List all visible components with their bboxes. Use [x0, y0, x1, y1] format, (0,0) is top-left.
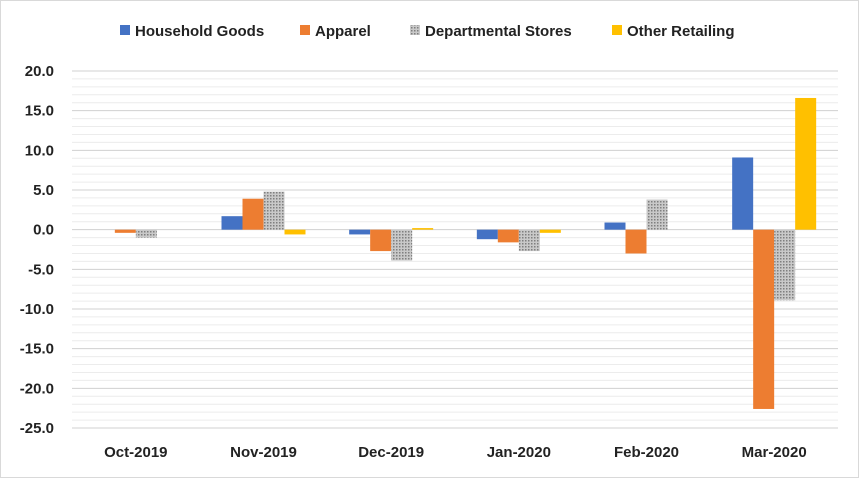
bar-household-goods-feb-2020 — [604, 222, 626, 230]
x-tick-label: Nov-2019 — [230, 444, 297, 461]
y-tick-label: 0.0 — [33, 222, 54, 239]
x-tick-label: Feb-2020 — [614, 444, 679, 461]
bar-apparel-feb-2020 — [625, 229, 647, 254]
gridlines — [72, 70, 838, 429]
y-tick-label: 5.0 — [33, 182, 54, 199]
y-tick-label: 20.0 — [25, 63, 54, 80]
bar-departmental-stores-dec-2019 — [391, 229, 413, 261]
bar-departmental-stores-oct-2019 — [135, 229, 157, 238]
y-tick-label: -10.0 — [20, 301, 54, 318]
bar-departmental-stores-mar-2020 — [774, 229, 796, 301]
bar-household-goods-nov-2019 — [221, 216, 243, 230]
legend-swatch — [300, 25, 310, 35]
bar-other-retailing-mar-2020 — [795, 97, 817, 230]
bar-apparel-mar-2020 — [753, 229, 775, 409]
legend-swatch — [612, 25, 622, 35]
x-tick-label: Jan-2020 — [487, 444, 551, 461]
bar-departmental-stores-jan-2020 — [518, 229, 540, 252]
legend: Household Goods Apparel Departmental Store… — [120, 23, 735, 40]
bar-household-goods-dec-2019 — [349, 229, 371, 235]
y-tick-label: 15.0 — [25, 103, 54, 120]
legend-label: Apparel — [315, 23, 371, 40]
y-tick-label: -5.0 — [28, 261, 54, 278]
bars — [114, 97, 817, 409]
bar-other-retailing-jan-2020 — [539, 229, 561, 233]
y-tick-label: -15.0 — [20, 341, 54, 358]
bar-household-goods-mar-2020 — [732, 157, 754, 230]
x-tick-label: Oct-2019 — [104, 444, 167, 461]
bar-apparel-nov-2019 — [242, 198, 264, 230]
legend-swatch — [410, 25, 420, 35]
y-axis-ticks: 20.0 15.0 10.0 5.0 0.0 -5.0 -10.0 -15.0 -20.0 -25… — [20, 63, 54, 437]
bar-apparel-oct-2019 — [114, 229, 136, 233]
bar-household-goods-jan-2020 — [476, 229, 498, 240]
legend-label: Other Retailing — [627, 23, 735, 40]
bar-other-retailing-nov-2019 — [284, 229, 306, 235]
x-axis-ticks: Oct-2019 Nov-2019 Dec-2019 Jan-2020 Feb-2020… — [104, 444, 807, 461]
bar-departmental-stores-nov-2019 — [263, 191, 285, 230]
legend-label: Household Goods — [135, 23, 264, 40]
x-tick-label: Dec-2019 — [358, 444, 424, 461]
y-tick-label: -20.0 — [20, 380, 54, 397]
y-tick-label: -25.0 — [20, 420, 54, 437]
bar-apparel-jan-2020 — [497, 229, 519, 243]
x-tick-label: Mar-2020 — [742, 444, 807, 461]
bar-departmental-stores-feb-2020 — [646, 199, 668, 230]
legend-swatch — [120, 25, 130, 35]
legend-label: Departmental Stores — [425, 23, 572, 40]
bar-other-retailing-dec-2019 — [412, 228, 434, 230]
bar-apparel-dec-2019 — [370, 229, 392, 252]
y-tick-label: 10.0 — [25, 142, 54, 159]
